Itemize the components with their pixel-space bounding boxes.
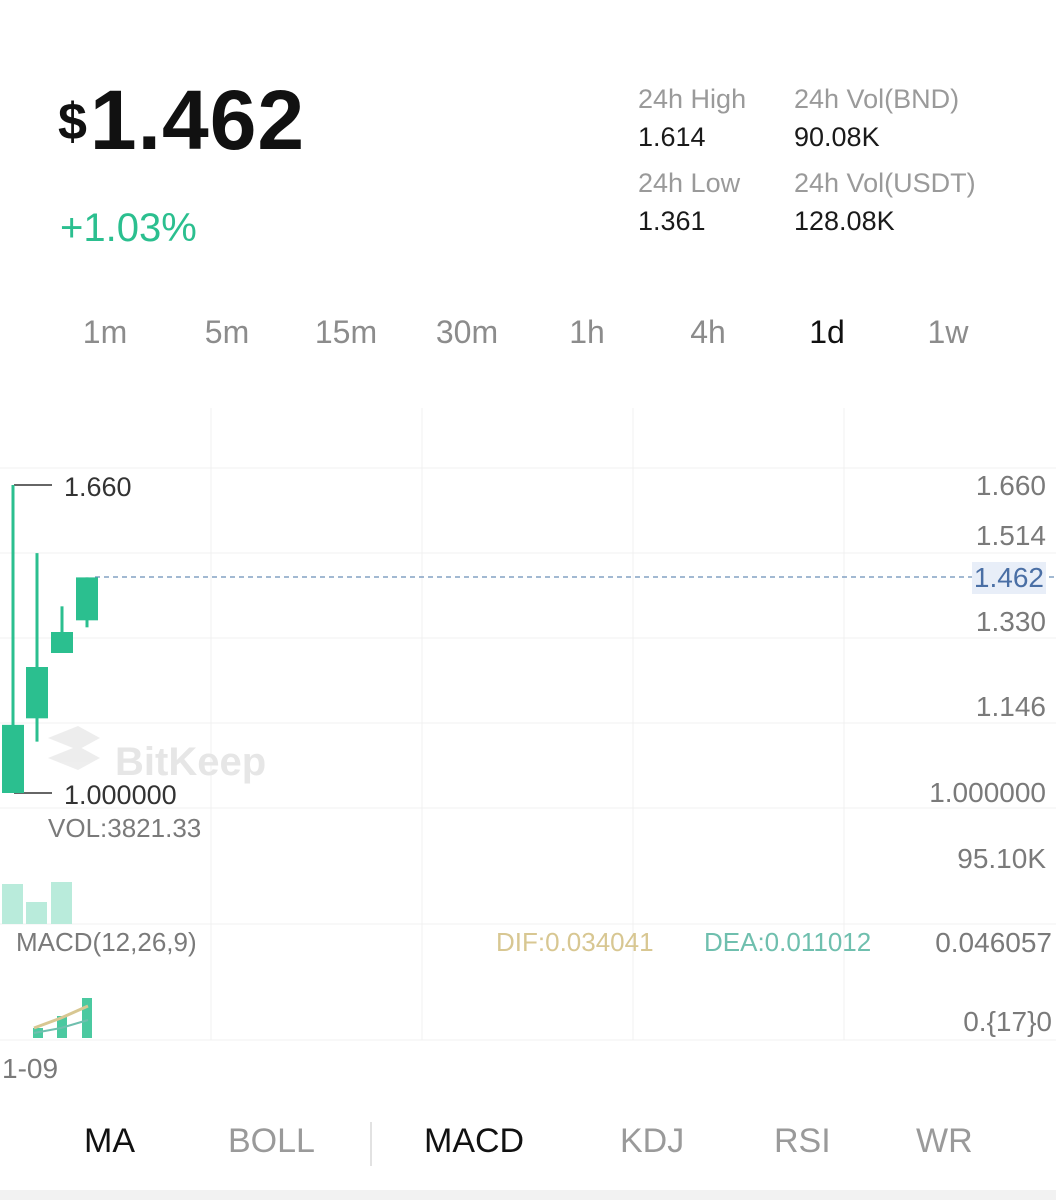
y-axis-label: 1.660 — [975, 470, 1046, 501]
high-24h-label: 24h High — [638, 84, 747, 114]
macd-dea-label: DEA:0.011012 — [704, 927, 872, 957]
tab-indicator-rsi[interactable]: RSI — [774, 1122, 831, 1160]
tab-interval-1m[interactable]: 1m — [82, 314, 128, 350]
tab-indicator-kdj[interactable]: KDJ — [620, 1122, 685, 1160]
currency-symbol: $ — [58, 93, 88, 151]
price-change-percent: +1.03% — [60, 206, 197, 250]
macd-dif-label: DIF:0.034041 — [496, 927, 654, 957]
tab-interval-1d[interactable]: 1d — [809, 314, 845, 350]
bitkeep-logo-icon — [48, 726, 100, 770]
kline-chart[interactable] — [0, 408, 1056, 1096]
tab-indicator-wr[interactable]: WR — [916, 1122, 973, 1160]
low-24h-value: 1.361 — [638, 206, 706, 236]
chart-grid — [0, 408, 1056, 1041]
tab-indicator-macd[interactable]: MACD — [424, 1122, 525, 1160]
y-axis-label: 1.146 — [975, 691, 1046, 722]
y-axis-label: 1.330 — [975, 606, 1046, 637]
price-value: 1.462 — [89, 73, 306, 167]
y-axis-label: 1.000000 — [929, 777, 1046, 808]
volume-bar — [51, 882, 72, 924]
macd-dea-line — [33, 1019, 89, 1034]
vol-bnd-label: 24h Vol(BND) — [794, 84, 960, 114]
tab-indicator-ma[interactable]: MA — [84, 1122, 135, 1160]
vol-usdt-label: 24h Vol(USDT) — [794, 168, 976, 198]
x-axis-date-label: 1-09 — [2, 1053, 59, 1084]
tab-interval-4h[interactable]: 4h — [690, 314, 726, 350]
candle-body — [26, 667, 48, 719]
tab-interval-5m[interactable]: 5m — [204, 314, 250, 350]
y-axis-label: 1.514 — [975, 520, 1046, 551]
volume-bar — [26, 902, 47, 924]
current-price-tag: 1.462 — [971, 562, 1046, 594]
macd-histogram-bar — [82, 998, 92, 1038]
bottom-bar — [0, 1190, 1056, 1200]
macd-axis-top: 0.046057 — [935, 927, 1052, 958]
volume-axis-label: 95.10K — [957, 843, 1046, 874]
candle-body — [76, 577, 98, 621]
tab-indicator-boll[interactable]: BOLL — [228, 1122, 315, 1160]
candle-body — [2, 724, 24, 793]
volume-label: VOL:3821.33 — [48, 813, 202, 843]
tab-interval-30m[interactable]: 30m — [435, 314, 499, 350]
candle-body — [51, 632, 73, 653]
vol-usdt-value: 128.08K — [794, 206, 895, 236]
vol-bnd-value: 90.08K — [794, 122, 880, 152]
high-marker-label: 1.660 — [64, 472, 132, 502]
macd-label: MACD(12,26,9) — [16, 927, 197, 957]
high-24h-value: 1.614 — [638, 122, 706, 152]
current-price: $1.462 — [58, 72, 305, 169]
macd-axis-bottom: 0.{17}0 — [963, 1006, 1052, 1037]
low-24h-label: 24h Low — [638, 168, 741, 198]
watermark-text: BitKeep — [115, 740, 267, 784]
macd-dif-line — [33, 1004, 89, 1030]
tab-interval-1h[interactable]: 1h — [569, 314, 605, 350]
tab-interval-1w[interactable]: 1w — [927, 314, 969, 350]
volume-bar — [2, 884, 23, 924]
low-marker-label: 1.000000 — [64, 780, 177, 810]
tab-interval-15m[interactable]: 15m — [314, 314, 378, 350]
indicator-divider — [370, 1122, 372, 1166]
